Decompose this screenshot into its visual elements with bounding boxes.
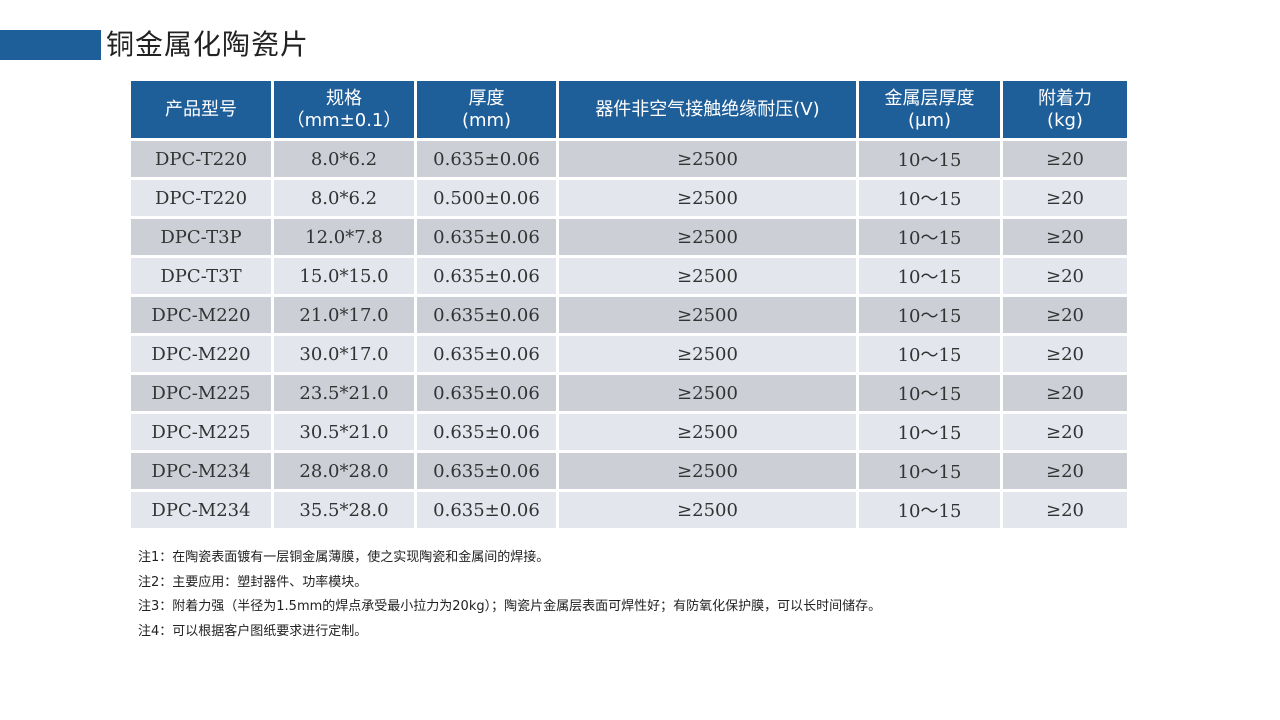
- table-cell: 0.635±0.06: [417, 375, 556, 411]
- table-header-row: 产品型号 规格 （mm±0.1） 厚度 (mm) 器件非空气接触绝缘耐压(V) 金属层厚度(…: [131, 81, 1127, 138]
- column-header-line: 金属层厚度: [884, 87, 975, 109]
- table-cell: DPC-T220: [131, 141, 271, 177]
- table-cell: ≥2500: [559, 336, 856, 372]
- table-cell: ≥20: [1003, 180, 1127, 216]
- note-line: 注1：在陶瓷表面镀有一层铜金属薄膜，使之实现陶瓷和金属间的焊接。: [138, 550, 550, 565]
- column-header-line: （mm±0.1）: [286, 109, 402, 131]
- column-header-line: 规格: [326, 87, 362, 109]
- column-header-line: 附着力: [1038, 87, 1092, 109]
- table-cell: DPC-M220: [131, 336, 271, 372]
- table-cell: ≥20: [1003, 492, 1127, 528]
- column-header: 规格 （mm±0.1）: [274, 81, 414, 138]
- table-cell: 0.635±0.06: [417, 297, 556, 333]
- table-cell: 0.500±0.06: [417, 180, 556, 216]
- column-header-line: (mm): [461, 109, 512, 131]
- table-cell: 0.635±0.06: [417, 414, 556, 450]
- table-cell: ≥2500: [559, 453, 856, 489]
- table-cell: 21.0*17.0: [274, 297, 414, 333]
- table-cell: DPC-M225: [131, 414, 271, 450]
- table-cell: ≥20: [1003, 258, 1127, 294]
- table-cell: ≥20: [1003, 297, 1127, 333]
- table-cell: 10～15: [859, 219, 1000, 255]
- column-header: 器件非空气接触绝缘耐压(V): [559, 81, 856, 138]
- title-accent-bar: [0, 30, 101, 60]
- page-title: 铜金属化陶瓷片: [106, 28, 310, 61]
- table-row: DPC-M220 30.0*17.0 0.635±0.06 ≥2500 10～15 ≥20: [131, 336, 1127, 372]
- table-cell: ≥2500: [559, 219, 856, 255]
- column-header: 厚度 (mm): [417, 81, 556, 138]
- table-cell: ≥2500: [559, 297, 856, 333]
- column-header: 附着力 (kg): [1003, 81, 1127, 138]
- note-line: 注4：可以根据客户图纸要求进行定制。: [138, 623, 368, 639]
- table-cell: 10～15: [859, 453, 1000, 489]
- table-cell: DPC-M234: [131, 492, 271, 528]
- table-cell: ≥20: [1003, 414, 1127, 450]
- table-cell: ≥20: [1003, 141, 1127, 177]
- table-cell: 35.5*28.0: [274, 492, 414, 528]
- table-cell: 0.635±0.06: [417, 258, 556, 294]
- table-row: DPC-M225 23.5*21.0 0.635±0.06 ≥2500 10～15 ≥20: [131, 375, 1127, 411]
- table-row: DPC-T220 8.0*6.2 0.500±0.06 ≥2500 10～15 ≥20: [131, 180, 1127, 216]
- table-cell: 15.0*15.0: [274, 258, 414, 294]
- table-cell: ≥20: [1003, 219, 1127, 255]
- table-cell: 10～15: [859, 141, 1000, 177]
- column-header: 金属层厚度 (μm): [859, 81, 1000, 138]
- table-cell: ≥2500: [559, 180, 856, 216]
- table-cell: ≥20: [1003, 375, 1127, 411]
- table-row: DPC-M234 28.0*28.0 0.635±0.06 ≥2500 10～15 ≥20: [131, 453, 1127, 489]
- table-cell: 28.0*28.0: [274, 453, 414, 489]
- column-header-line: 器件非空气接触绝缘耐压(V): [595, 98, 820, 120]
- table-cell: 10～15: [859, 180, 1000, 216]
- table-cell: ≥20: [1003, 336, 1127, 372]
- table-cell: DPC-T220: [131, 180, 271, 216]
- table-row: DPC-T220 8.0*6.2 0.635±0.06 ≥2500 10～15 ≥20: [131, 141, 1127, 177]
- table-row: DPC-M220 21.0*17.0 0.635±0.06 ≥2500 10～15 ≥20: [131, 297, 1127, 333]
- table-cell: 10～15: [859, 492, 1000, 528]
- table-cell: DPC-M225: [131, 375, 271, 411]
- table-cell: 10～15: [859, 336, 1000, 372]
- table-cell: 0.635±0.06: [417, 453, 556, 489]
- column-header: 产品型号: [131, 81, 271, 138]
- column-header-line: 厚度: [468, 87, 505, 109]
- table-row: DPC-M225 30.5*21.0 0.635±0.06 ≥2500 10～15 ≥20: [131, 414, 1127, 450]
- table-cell: ≥2500: [559, 492, 856, 528]
- table-row: DPC-T3P 12.0*7.8 0.635±0.06 ≥2500 10～15 ≥20: [131, 219, 1127, 255]
- table-cell: 30.5*21.0: [274, 414, 414, 450]
- table-cell: 10～15: [859, 414, 1000, 450]
- table-cell: DPC-T3T: [131, 258, 271, 294]
- note-line: 注2：主要应用：塑封器件、功率模块。: [138, 574, 368, 590]
- table-cell: 8.0*6.2: [274, 180, 414, 216]
- table-cell: ≥2500: [559, 141, 856, 177]
- table-cell: 10～15: [859, 297, 1000, 333]
- table-row: DPC-M234 35.5*28.0 0.635±0.06 ≥2500 10～15 ≥20: [131, 492, 1127, 528]
- spec-table: 产品型号 规格 （mm±0.1） 厚度 (mm) 器件非空气接触绝缘耐压(V) 金属层厚度(…: [128, 78, 1130, 531]
- table-cell: 23.5*21.0: [274, 375, 414, 411]
- column-header-line: (μm): [907, 109, 952, 131]
- table-cell: 10～15: [859, 258, 1000, 294]
- table-cell: DPC-M220: [131, 297, 271, 333]
- table-cell: 0.635±0.06: [417, 336, 556, 372]
- table-cell: DPC-M234: [131, 453, 271, 489]
- column-header-line: (kg): [1047, 109, 1083, 131]
- table-cell: ≥2500: [559, 258, 856, 294]
- table-cell: 12.0*7.8: [274, 219, 414, 255]
- table-row: DPC-T3T 15.0*15.0 0.635±0.06 ≥2500 10～15 ≥20: [131, 258, 1127, 294]
- table-cell: 0.635±0.06: [417, 141, 556, 177]
- table-cell: DPC-T3P: [131, 219, 271, 255]
- table-cell: ≥2500: [559, 414, 856, 450]
- table-cell: 10～15: [859, 375, 1000, 411]
- note-line: 注3：附着力强（半径为1.5mm的焊点承受最小拉力为20kg）；陶瓷片金属层表面…: [138, 599, 882, 614]
- notes: 注1：在陶瓷表面镀有一层铜金属薄膜，使之实现陶瓷和金属间的焊接。 注2：主要应用：…: [138, 546, 881, 644]
- column-header-line: 产品型号: [165, 98, 237, 120]
- table-cell: ≥2500: [559, 375, 856, 411]
- table-cell: ≥20: [1003, 453, 1127, 489]
- table-cell: 0.635±0.06: [417, 492, 556, 528]
- table-cell: 30.0*17.0: [274, 336, 414, 372]
- table-cell: 8.0*6.2: [274, 141, 414, 177]
- table-cell: 0.635±0.06: [417, 219, 556, 255]
